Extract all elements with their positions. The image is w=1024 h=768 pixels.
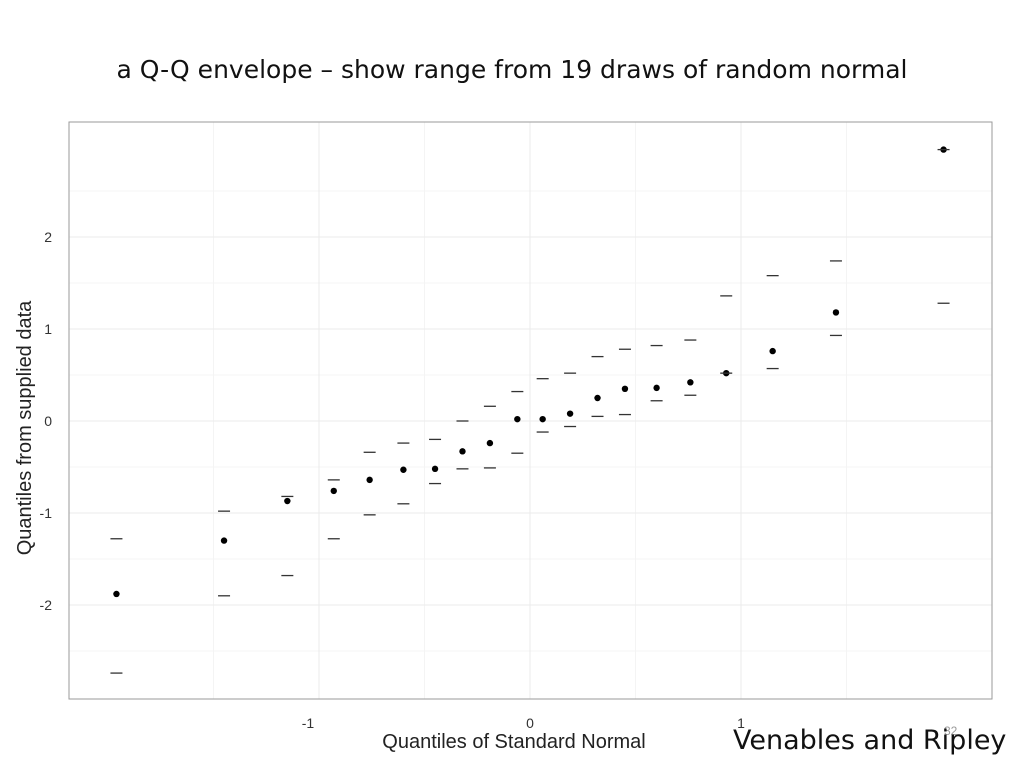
data-point	[459, 448, 466, 455]
x-tick-label: 0	[526, 715, 534, 731]
data-point	[431, 465, 439, 473]
attribution-text: Venables and Ripley	[733, 725, 1007, 756]
data-point	[832, 309, 840, 316]
data-point	[514, 415, 521, 423]
data-point	[400, 466, 407, 473]
x-tick-label: -1	[302, 715, 315, 731]
slide-number: 32	[944, 724, 958, 738]
plot-frame	[68, 121, 993, 700]
data-point	[566, 410, 574, 417]
data-point	[220, 537, 228, 544]
x-axis-ticks: -1 0 1	[302, 715, 745, 731]
y-tick-label: 2	[44, 229, 52, 245]
data-point	[539, 415, 546, 423]
data-point	[330, 487, 337, 495]
y-tick-label: 1	[44, 321, 52, 337]
x-tick-label: 1	[737, 715, 745, 731]
slide-title: a Q-Q envelope – show range from 19 draw…	[116, 55, 908, 84]
y-tick-label: -1	[40, 505, 53, 521]
data-point	[769, 347, 776, 355]
data-point	[486, 439, 494, 447]
data-point	[653, 384, 660, 392]
chart-marks	[110, 146, 950, 674]
data-point	[284, 497, 291, 505]
data-point	[594, 394, 601, 402]
y-axis-ticks: -2 -1 0 1 2	[40, 229, 53, 613]
y-axis-title: Quantiles from supplied data	[14, 300, 36, 555]
data-point	[366, 476, 373, 484]
data-point	[687, 379, 694, 386]
x-axis-title: Quantiles of Standard Normal	[382, 731, 645, 753]
major-gridlines	[69, 122, 992, 699]
y-tick-label: 0	[44, 413, 52, 429]
data-point	[621, 385, 629, 392]
y-tick-label: -2	[40, 597, 53, 613]
data-point	[113, 590, 120, 598]
